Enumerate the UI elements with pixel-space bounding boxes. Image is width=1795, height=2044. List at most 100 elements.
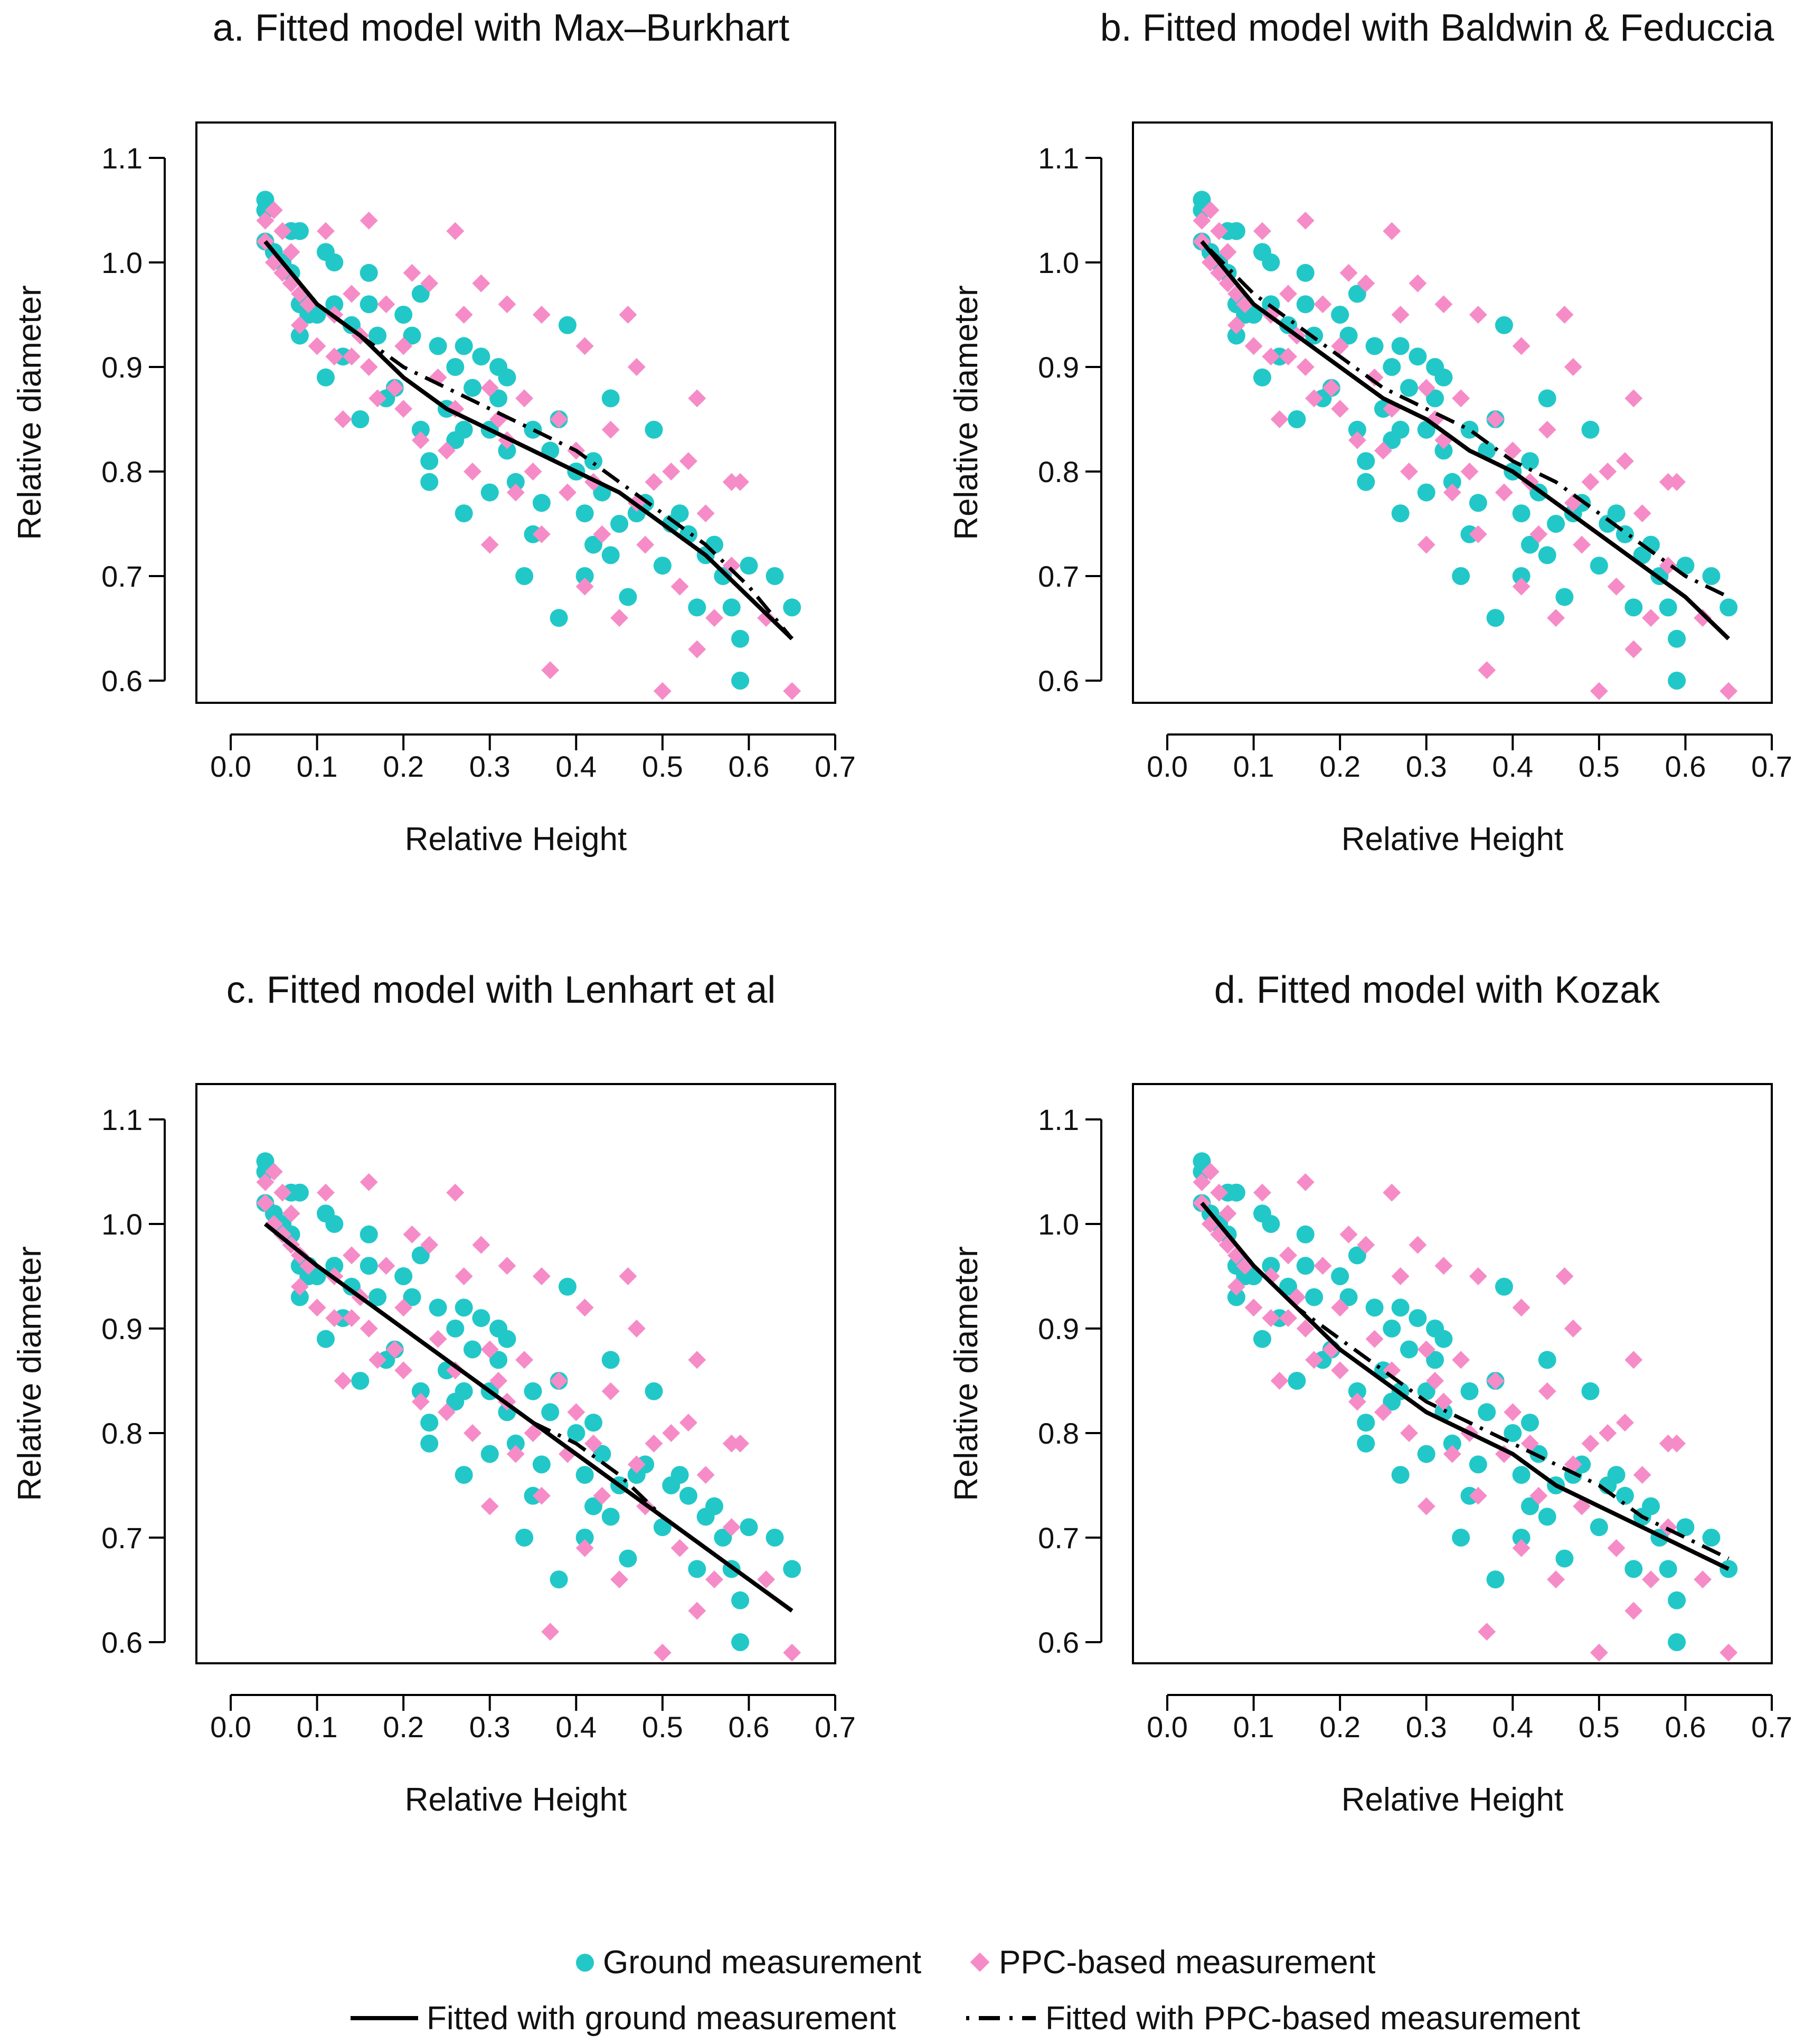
ppc-point xyxy=(1694,609,1712,627)
y-tick-label: 0.7 xyxy=(101,1521,143,1555)
ground-point xyxy=(1547,515,1565,533)
ground-point xyxy=(1348,1246,1366,1265)
ground-point xyxy=(1417,420,1435,439)
ppc-point xyxy=(1495,483,1513,502)
ppc-point xyxy=(1512,577,1531,596)
ground-point xyxy=(575,504,594,523)
ground-point xyxy=(394,1267,413,1285)
x-tick-label: 0.0 xyxy=(210,750,251,783)
ground-point xyxy=(498,441,516,460)
ppc-point xyxy=(1573,535,1591,554)
ground-point xyxy=(1365,337,1384,355)
ppc-point xyxy=(1469,1267,1487,1285)
ppc-point xyxy=(1668,1434,1686,1453)
x-tick-label: 0.1 xyxy=(1233,750,1274,783)
ppc-point xyxy=(1581,1434,1600,1453)
ground-point xyxy=(1262,1257,1280,1275)
ground-point xyxy=(1383,358,1401,376)
x-tick-label: 0.7 xyxy=(815,1710,856,1744)
ground-point xyxy=(1452,1529,1470,1547)
ground-point xyxy=(1391,1298,1410,1317)
ground-point xyxy=(420,452,439,470)
ground-point xyxy=(584,1414,602,1432)
ground-point xyxy=(1512,567,1531,585)
ppc-point xyxy=(679,452,697,470)
ppc-point xyxy=(584,1434,602,1453)
ground-point xyxy=(1383,1320,1401,1337)
ppc-point xyxy=(1486,1372,1505,1390)
legend-ground-line-label: Fitted with ground measurement xyxy=(427,2000,896,2037)
ground-point xyxy=(429,1298,447,1317)
ground-point xyxy=(1538,389,1556,408)
ppc-point xyxy=(394,1361,413,1380)
ppc-point xyxy=(1331,1361,1349,1380)
ppc-point xyxy=(403,1225,421,1244)
ppc-point xyxy=(334,1372,352,1390)
ppc-point xyxy=(472,1236,490,1254)
ppc-point xyxy=(394,337,413,355)
x-tick-label: 0.4 xyxy=(1492,750,1533,783)
ground-point xyxy=(601,1508,620,1526)
ppc-point xyxy=(1452,389,1470,408)
ppc-point xyxy=(1218,1204,1237,1223)
ppc-point xyxy=(731,473,750,491)
ppc-point xyxy=(1314,295,1332,314)
ppc-point xyxy=(757,609,776,627)
ground-point xyxy=(325,1215,344,1233)
ppc-point xyxy=(1417,1340,1435,1359)
ppc-point xyxy=(670,1539,689,1557)
ground-point xyxy=(1253,368,1271,387)
ppc-point xyxy=(731,1434,750,1453)
ppc-point xyxy=(1478,661,1496,680)
panel-c-x-axis: 0.0 0.1 0.2 0.3 0.4 0.5 0.6 0.7 xyxy=(210,1694,856,1744)
ground-point xyxy=(1659,598,1677,617)
legend-ppc-label: PPC-based measurement xyxy=(999,1944,1375,1981)
y-tick-label: 1.1 xyxy=(101,1103,143,1136)
ground-point xyxy=(766,1529,784,1547)
ppc-point xyxy=(1279,1246,1297,1265)
y-tick-label: 1.1 xyxy=(101,142,143,175)
legend-ppc-line-label: Fitted with PPC-based measurement xyxy=(1045,2000,1580,2037)
ppc-point xyxy=(1607,577,1626,596)
ground-point xyxy=(1581,1382,1600,1400)
ground-point xyxy=(1478,1403,1496,1421)
ground-point xyxy=(394,306,413,324)
ppc-point xyxy=(1331,400,1349,418)
ppc-point xyxy=(1521,1434,1539,1453)
ppc-point xyxy=(480,535,499,554)
ground-point xyxy=(1607,504,1626,523)
panel-b-ppc-fit-line xyxy=(1200,240,1730,599)
x-tick-label: 0.2 xyxy=(383,1710,424,1744)
ground-point xyxy=(1365,1298,1384,1317)
ground-point xyxy=(541,1403,560,1421)
ppc-point xyxy=(455,1267,473,1285)
ppc-point xyxy=(1270,1372,1289,1390)
x-tick-label: 0.0 xyxy=(1147,750,1188,783)
ppc-point xyxy=(567,1403,585,1421)
ground-point xyxy=(360,1257,378,1275)
ground-point xyxy=(1469,494,1487,512)
panel-d-x-label: Relative Height xyxy=(1341,1782,1563,1818)
y-tick-label: 0.7 xyxy=(101,560,143,593)
ppc-point xyxy=(1624,389,1643,408)
ground-point xyxy=(1227,222,1245,240)
ground-point xyxy=(1227,1288,1245,1306)
ppc-point xyxy=(455,306,473,324)
ground-point xyxy=(498,368,516,387)
y-tick-label: 0.6 xyxy=(101,664,143,698)
y-tick-label: 0.6 xyxy=(1038,1626,1079,1659)
ppc-point xyxy=(1434,295,1453,314)
ppc-point xyxy=(1374,1403,1392,1421)
legend-ground-marker xyxy=(576,1954,594,1972)
panel-a-points xyxy=(256,191,801,700)
ppc-point xyxy=(575,577,594,596)
ground-point xyxy=(455,337,473,355)
ground-point xyxy=(584,452,602,470)
ppc-point xyxy=(645,1434,663,1453)
legend: Ground measurement PPC-based measurement… xyxy=(351,1944,1580,2037)
ppc-point xyxy=(688,1351,706,1369)
ground-point xyxy=(550,1570,568,1589)
ppc-point xyxy=(1616,1414,1634,1432)
y-tick-label: 0.8 xyxy=(1038,1417,1079,1450)
